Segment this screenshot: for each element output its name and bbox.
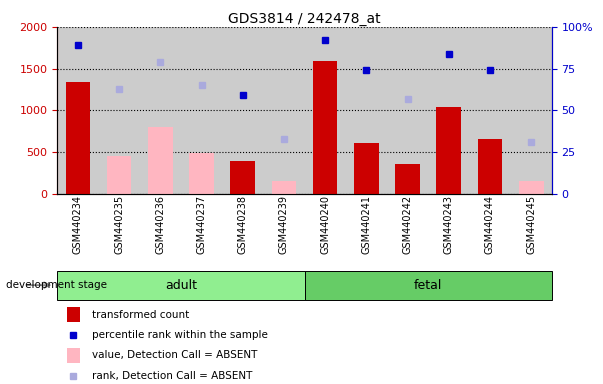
Title: GDS3814 / 242478_at: GDS3814 / 242478_at: [228, 12, 381, 26]
Bar: [67, 307, 80, 322]
Bar: [395, 164, 420, 194]
Bar: [66, 82, 90, 194]
Text: percentile rank within the sample: percentile rank within the sample: [92, 330, 268, 340]
Bar: [305, 271, 552, 300]
Bar: [437, 107, 461, 194]
Text: value, Detection Call = ABSENT: value, Detection Call = ABSENT: [92, 350, 257, 360]
Bar: [519, 181, 543, 194]
Bar: [107, 156, 131, 194]
Bar: [354, 143, 379, 194]
Bar: [478, 139, 502, 194]
Bar: [230, 161, 255, 194]
Bar: [67, 348, 80, 363]
Bar: [148, 127, 172, 194]
Bar: [189, 153, 214, 194]
Bar: [271, 181, 296, 194]
Text: development stage: development stage: [6, 280, 107, 290]
Text: adult: adult: [165, 279, 197, 291]
Text: rank, Detection Call = ABSENT: rank, Detection Call = ABSENT: [92, 371, 252, 381]
Text: transformed count: transformed count: [92, 310, 189, 320]
Bar: [57, 271, 305, 300]
Bar: [313, 61, 338, 194]
Text: fetal: fetal: [414, 279, 443, 291]
